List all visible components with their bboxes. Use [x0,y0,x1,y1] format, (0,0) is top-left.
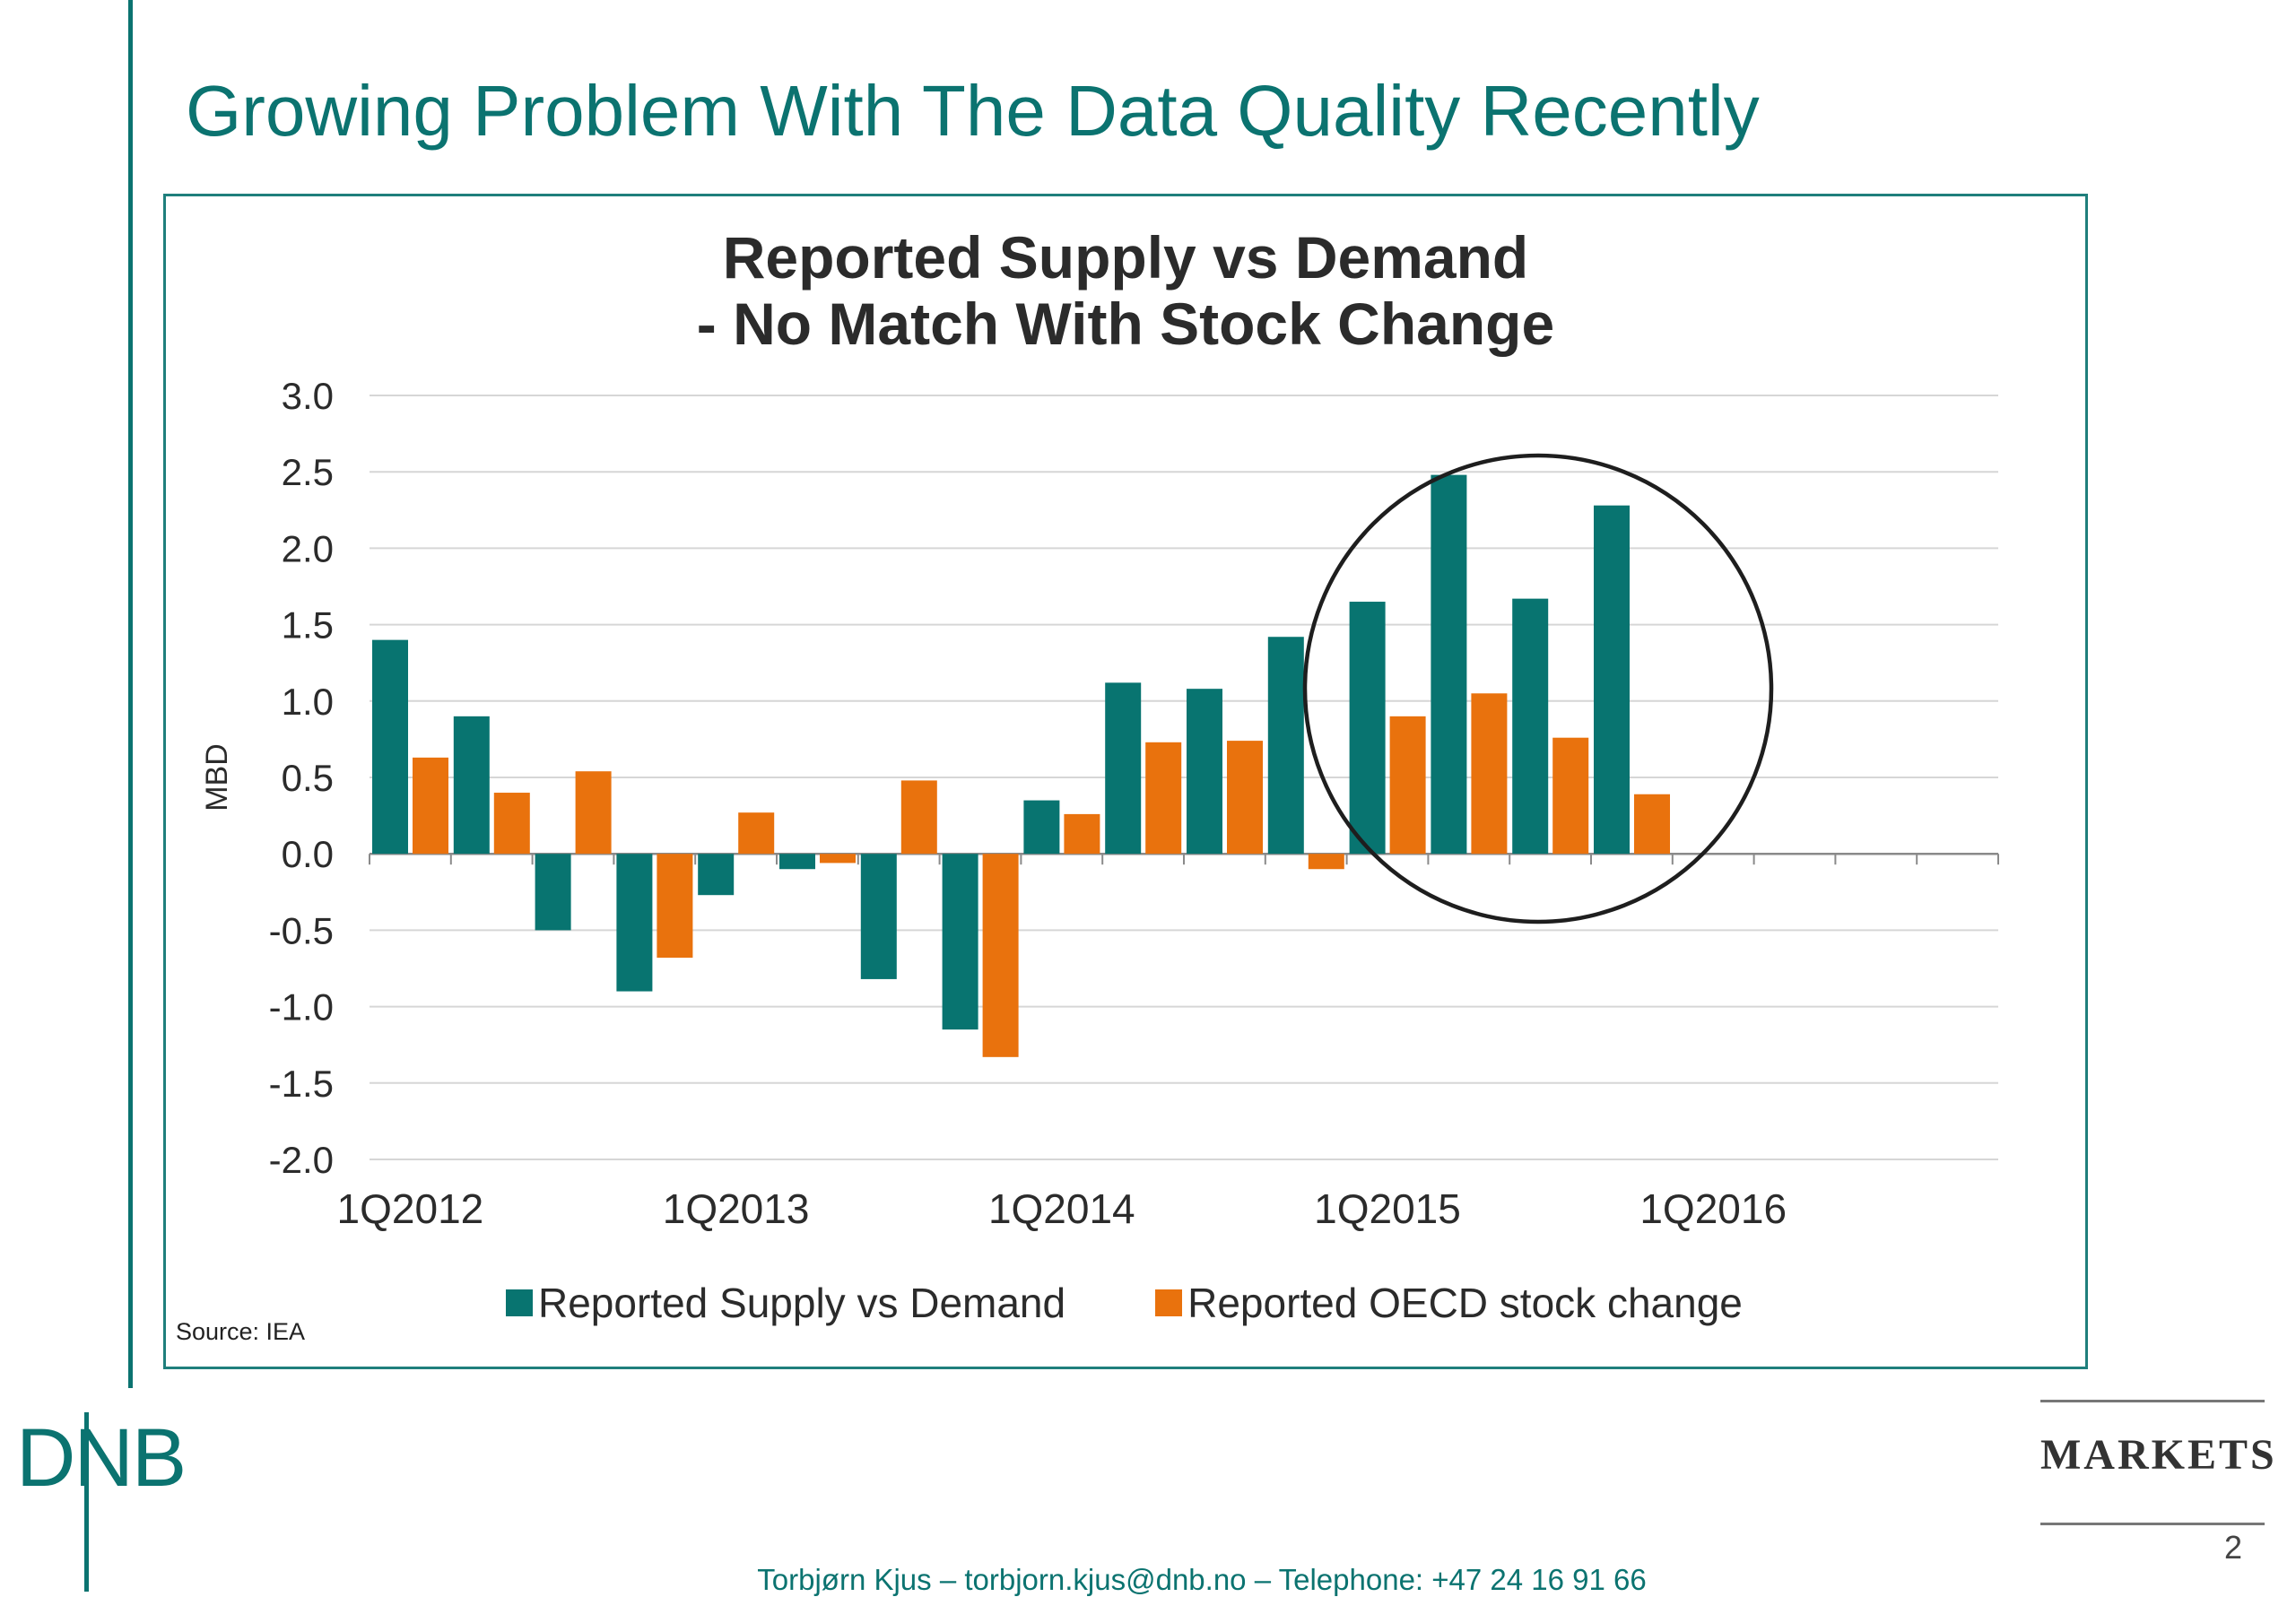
y-tick-label: -2.0 [269,1139,334,1181]
bar-supply-demand [372,639,408,855]
bar-stock-change [1308,854,1344,870]
x-tick-label: 1Q2016 [1639,1185,1787,1232]
bar-stock-change [1634,794,1670,855]
y-tick-label: 0.5 [282,757,334,799]
dnb-logo-stem [84,1412,89,1592]
slide-title: Growing Problem With The Data Quality Re… [186,71,1760,151]
bar-supply-demand [942,854,978,1030]
bar-supply-demand [698,854,735,896]
y-tick-label: -1.0 [269,986,334,1029]
x-tick-label: 1Q2014 [988,1185,1135,1232]
bar-stock-change [1471,693,1508,855]
bar-supply-demand [1105,682,1142,855]
bar-stock-change [738,812,775,855]
source-note: Source: IEA [176,1318,306,1345]
markets-label: MARKETS [2040,1431,2277,1479]
bar-stock-change [1552,737,1589,855]
bar-stock-change [982,854,1019,1057]
markets-rule-bottom [2040,1523,2265,1525]
bar-stock-change [575,771,612,855]
y-tick-label: 3.0 [282,375,334,417]
y-tick-label: -0.5 [269,909,334,951]
bar-supply-demand [1594,505,1630,855]
chart-legend: Reported Supply vs Demand Reported OECD … [506,1278,1743,1328]
page-number: 2 [2223,1529,2242,1566]
bar-supply-demand [1187,689,1222,855]
footer-contact: Torbjørn Kjus – torbjorn.kjus@dnb.no – T… [0,1563,2296,1597]
legend-swatch-stock-change [1155,1289,1183,1316]
y-axis-label: MBD [200,743,234,812]
chart-title-line-1: Reported Supply vs Demand [722,224,1529,291]
bar-stock-change [1064,813,1100,855]
y-tick-label: 1.0 [282,681,334,723]
markets-rule-top [2040,1400,2265,1402]
bar-stock-change [413,757,448,855]
bar-supply-demand [1267,637,1304,855]
y-tick-label: 2.5 [282,451,334,493]
legend-label-stock-change: Reported OECD stock change [1187,1280,1743,1326]
legend-swatch-supply-demand [506,1289,533,1316]
dnb-logo-text: DNB [16,1412,185,1504]
bar-supply-demand [860,854,897,979]
legend-item-stock-change: Reported OECD stock change [1155,1279,1743,1327]
y-tick-label: 2.0 [282,527,334,569]
bar-supply-demand [1023,800,1060,855]
x-tick-label: 1Q2012 [337,1185,484,1232]
bar-stock-change [657,854,693,959]
chart-title-line-2: - No Match With Stock Change [696,291,1555,357]
y-tick-label: -1.5 [269,1063,334,1105]
accent-vertical-line [128,0,133,1388]
bar-supply-demand [616,854,653,992]
bar-stock-change [820,854,856,864]
bar-stock-change [1227,741,1263,855]
bar-supply-demand [1512,598,1549,855]
highlight-circle [1302,453,1774,924]
bar-stock-change [1145,742,1182,855]
legend-item-supply-demand: Reported Supply vs Demand [506,1279,1065,1327]
bar-supply-demand [779,854,815,870]
y-tick-label: 1.5 [282,604,334,647]
bar-supply-demand [1431,474,1467,855]
chart-title: Reported Supply vs Demand - No Match Wit… [163,224,2088,357]
footer-contact-text: Torbjørn Kjus – torbjorn.kjus@dnb.no – T… [757,1563,1647,1596]
y-tick-label: 0.0 [282,833,334,875]
dnb-logo: DNB [16,1412,187,1592]
bar-supply-demand [1349,602,1386,855]
bar-supply-demand [535,854,571,931]
x-tick-label: 1Q2015 [1314,1185,1461,1232]
bar-stock-change [493,793,530,855]
legend-label-supply-demand: Reported Supply vs Demand [538,1280,1066,1326]
bar-stock-change [1389,716,1426,855]
bar-supply-demand [453,716,490,855]
x-tick-label: 1Q2013 [663,1185,810,1232]
bar-stock-change [900,780,937,855]
